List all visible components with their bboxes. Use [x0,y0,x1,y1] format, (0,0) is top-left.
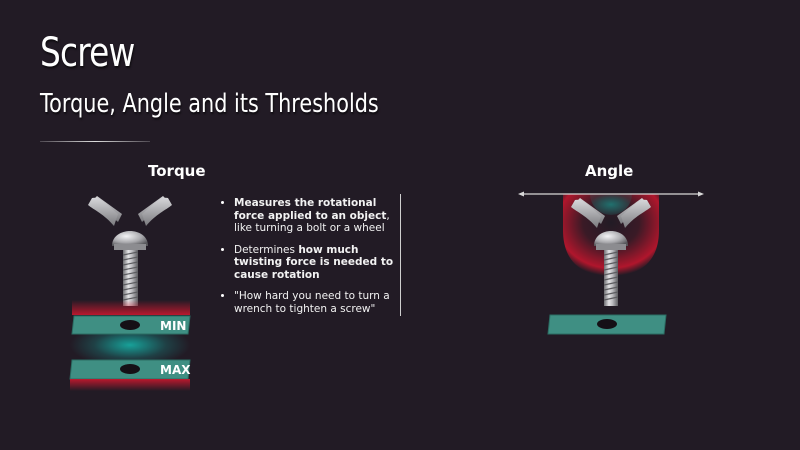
column-divider [400,194,401,316]
wing-screw-icon [571,198,651,306]
bullet-text: Determines [234,243,299,256]
torque-illustration: MIN MAX [69,196,191,391]
arrow-left-icon [518,191,524,197]
torque-heading: Torque [148,162,206,180]
wing-screw-icon [88,196,172,306]
torque-bullet-2: Determines how much twisting force is ne… [234,244,409,282]
min-threshold-plate: MIN [71,300,191,335]
torque-bullet-list: Measures the rotational force applied to… [220,197,409,324]
bullet-text: , like turning a bolt or a wheel [234,209,390,235]
slide-subtitle: Torque, Angle and its Thresholds [40,89,379,119]
arrow-right-icon [698,191,704,197]
angle-illustration [518,191,704,335]
title-underline [40,141,150,142]
bullet-bold-text: how much twisting force is needed to cau… [234,243,394,281]
torque-bullet-3: "How hard you need to turn a wrench to t… [234,290,409,315]
max-threshold-plate: MAX [69,359,191,391]
max-label: MAX [160,363,191,377]
angle-base-plate [547,314,667,335]
bullet-bold-text: Measures the rotational force applied to… [234,197,387,222]
torque-bullet-1: Measures the rotational force applied to… [234,197,409,235]
angle-heading: Angle [585,162,634,180]
bullet-text: "How hard you need to turn a wrench to t… [234,290,390,315]
angle-range-sector [590,194,632,215]
slide-title: Screw [40,30,135,76]
min-label: MIN [160,319,186,333]
